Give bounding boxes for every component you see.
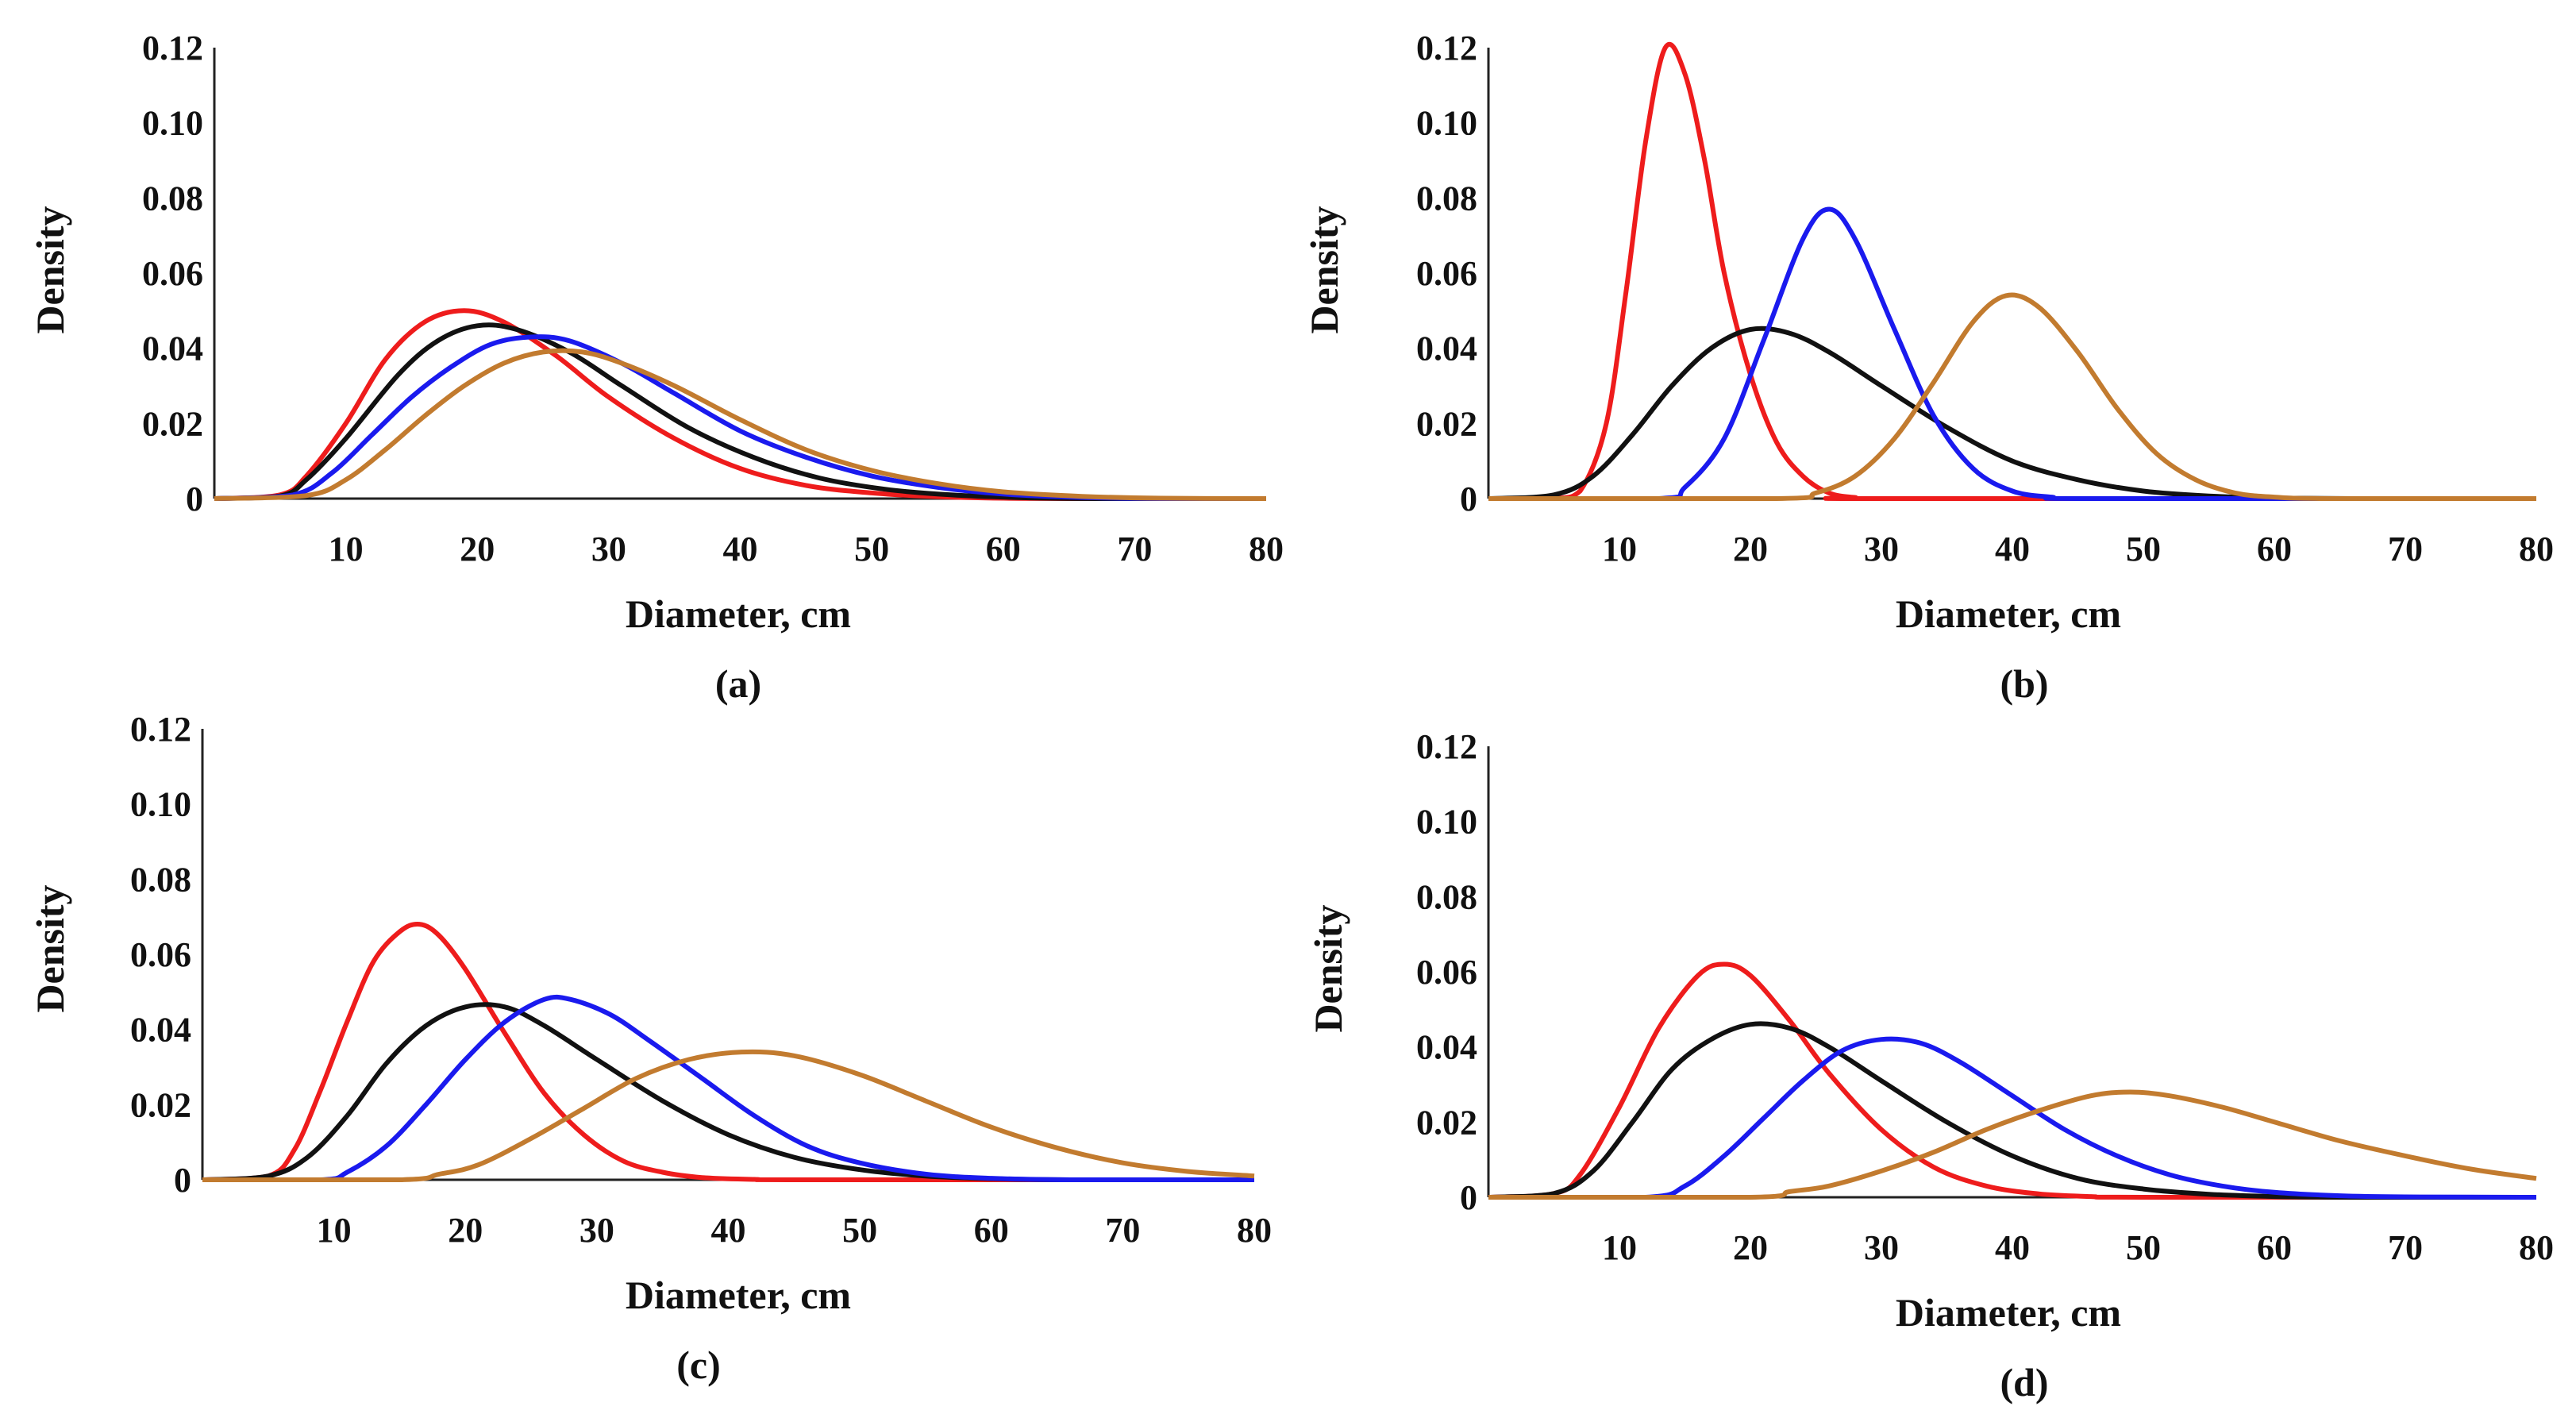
panel-label: (d)	[2000, 1360, 2048, 1404]
x-tick-label: 30	[591, 530, 626, 568]
x-tick-label: 70	[1105, 1211, 1140, 1250]
x-axis-label: Diameter, cm	[1896, 591, 2121, 636]
panel-c: (c) Diameter, cm Density 0 0.02 0.04 0.06 0.…	[28, 710, 1272, 1387]
panel-a: (a) Diameter, cm Density 0 0.02 0.04 0.06 0.…	[28, 29, 1284, 706]
y-tick-label: 0.02	[1416, 1103, 1477, 1142]
y-tick-label: 0.04	[1416, 329, 1477, 368]
x-tick-label: 10	[1602, 1228, 1637, 1267]
y-axis-label: Density	[28, 206, 72, 333]
y-tick-label: 0.12	[1416, 29, 1477, 67]
y-tick-label: 0	[1460, 1178, 1477, 1217]
x-tick-label: 30	[1864, 1228, 1899, 1267]
y-tick-label: 0.06	[130, 935, 191, 974]
y-tick-label: 0.10	[1416, 104, 1477, 143]
x-tick-label: 40	[1995, 1228, 2030, 1267]
series-line-red	[1488, 961, 2536, 1200]
series-line-black	[202, 1002, 1254, 1182]
y-axis-label: Density	[1302, 206, 1346, 333]
series-line-black	[1488, 326, 2536, 501]
x-tick-label: 20	[1733, 530, 1768, 568]
series-line-orange	[1488, 1089, 2537, 1200]
x-tick-label: 50	[854, 530, 889, 568]
x-tick-label: 70	[2388, 530, 2423, 568]
y-tick-label: 0	[186, 480, 203, 518]
series-line-red	[1488, 41, 2536, 502]
panel-d: (d) Diameter, cm Density 0 0.02 0.04 0.06 0.…	[1306, 727, 2554, 1404]
x-tick-label: 50	[2126, 530, 2161, 568]
x-tick-label: 40	[711, 1211, 746, 1250]
series-line-blue	[1488, 206, 2536, 502]
x-tick-label: 10	[317, 1211, 352, 1250]
x-tick-label: 80	[2519, 1228, 2554, 1267]
y-tick-label: 0.02	[142, 404, 203, 443]
y-tick-label: 0.08	[142, 179, 203, 218]
series-line-orange	[1488, 292, 2536, 502]
y-tick-label: 0.06	[1416, 953, 1477, 992]
y-tick-label: 0.04	[1416, 1028, 1477, 1067]
x-tick-label: 80	[2519, 530, 2554, 568]
y-tick-label: 0.12	[1416, 727, 1477, 766]
y-tick-label: 0	[174, 1161, 191, 1200]
y-tick-label: 0.10	[1416, 803, 1477, 842]
y-tick-label: 0.12	[130, 710, 191, 749]
x-tick-label: 20	[448, 1211, 483, 1250]
y-tick-label: 0.08	[1416, 179, 1477, 218]
y-tick-label: 0.02	[130, 1085, 191, 1124]
y-tick-label: 0.08	[130, 860, 191, 899]
y-tick-label: 0.10	[130, 785, 191, 824]
x-tick-label: 60	[2257, 1228, 2292, 1267]
panel-label: (c)	[676, 1343, 721, 1387]
x-tick-label: 60	[974, 1211, 1009, 1250]
series-line-black	[214, 322, 1266, 502]
y-tick-label: 0	[1460, 480, 1477, 518]
x-axis-label: Diameter, cm	[626, 1273, 851, 1317]
y-tick-label: 0.04	[130, 1011, 191, 1050]
y-tick-label: 0.04	[142, 329, 203, 368]
series-line-black	[1488, 1021, 2536, 1200]
x-tick-label: 20	[1733, 1228, 1768, 1267]
x-tick-label: 70	[1117, 530, 1152, 568]
panel-label: (b)	[2000, 661, 2048, 706]
y-tick-label: 0.02	[1416, 404, 1477, 443]
y-tick-label: 0.08	[1416, 877, 1477, 916]
x-axis-label: Diameter, cm	[1896, 1290, 2121, 1335]
panel-b: (b) Diameter, cm Density 0 0.02 0.04 0.06 0.…	[1302, 29, 2554, 706]
series-line-orange	[214, 348, 1267, 501]
series-line-orange	[202, 1049, 1255, 1182]
x-tick-label: 10	[329, 530, 364, 568]
x-tick-label: 10	[1602, 530, 1637, 568]
x-tick-label: 50	[842, 1211, 877, 1250]
panel-label: (a)	[715, 661, 761, 706]
y-tick-label: 0.06	[1416, 254, 1477, 293]
x-tick-label: 20	[460, 530, 495, 568]
y-axis-label: Density	[28, 884, 72, 1012]
series-line-blue	[202, 994, 1254, 1183]
series-line-blue	[1488, 1036, 2537, 1200]
y-tick-label: 0.12	[142, 29, 203, 67]
x-tick-label: 40	[1995, 530, 2030, 568]
x-tick-label: 50	[2126, 1228, 2161, 1267]
x-tick-label: 80	[1249, 530, 1284, 568]
x-tick-label: 80	[1237, 1211, 1272, 1250]
x-tick-label: 30	[1864, 530, 1899, 568]
x-tick-label: 40	[723, 530, 758, 568]
x-tick-label: 60	[986, 530, 1021, 568]
x-tick-label: 30	[580, 1211, 614, 1250]
y-axis-label: Density	[1306, 904, 1350, 1032]
y-tick-label: 0.06	[142, 254, 203, 293]
x-tick-label: 60	[2257, 530, 2292, 568]
y-tick-label: 0.10	[142, 104, 203, 143]
x-tick-label: 70	[2388, 1228, 2423, 1267]
x-axis-label: Diameter, cm	[626, 591, 851, 636]
